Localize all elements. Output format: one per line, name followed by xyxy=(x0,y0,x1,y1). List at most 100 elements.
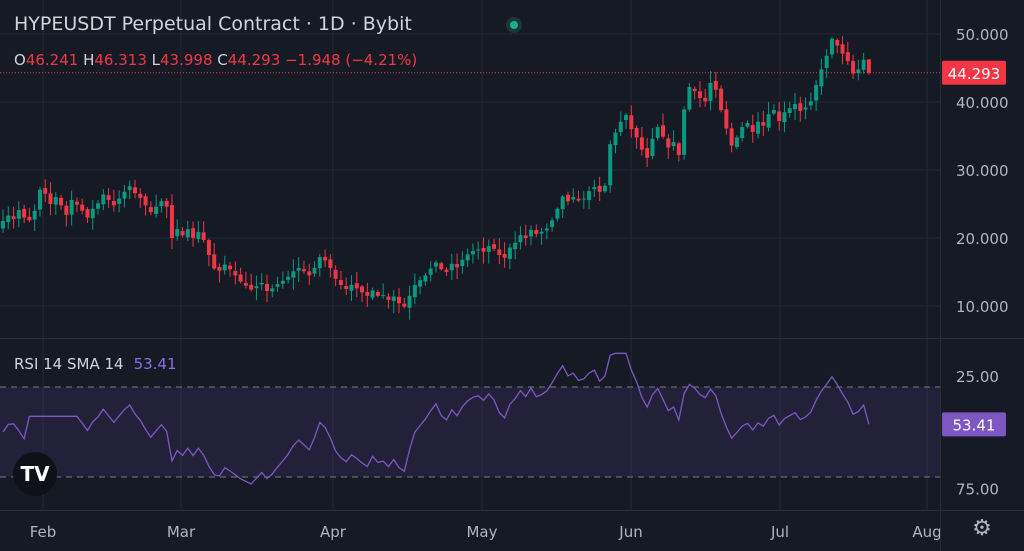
candle-body xyxy=(101,194,106,205)
tradingview-logo-icon[interactable]: TV xyxy=(13,452,57,496)
candle-body xyxy=(529,229,533,237)
candle-body xyxy=(228,265,233,270)
candle-body xyxy=(624,114,629,121)
candle-body xyxy=(270,288,275,292)
rsi-panel: 53.41 xyxy=(0,352,1006,485)
candle-body xyxy=(555,208,560,219)
candle-body xyxy=(32,210,37,220)
candle-body xyxy=(771,110,776,114)
close-value: 44.293 xyxy=(227,51,281,69)
price-badge-label: 44.293 xyxy=(948,65,1001,83)
candle-body xyxy=(824,55,829,69)
candle-body xyxy=(523,235,528,238)
candle-body xyxy=(397,296,401,304)
candle-body xyxy=(365,291,370,296)
candle-body xyxy=(217,266,222,271)
candle-body xyxy=(370,290,375,298)
candle-body xyxy=(381,295,386,297)
time-tick-label: Apr xyxy=(320,523,347,541)
chart-grid xyxy=(0,0,940,510)
candle-body xyxy=(122,191,127,199)
candle-body xyxy=(645,148,650,158)
candle-body xyxy=(344,285,349,289)
candle-body xyxy=(412,284,417,298)
price-badge xyxy=(942,60,1006,85)
candle-body xyxy=(734,137,739,148)
candle-body xyxy=(43,187,48,194)
rsi-badge-label: 53.41 xyxy=(953,416,996,434)
candle-body xyxy=(133,187,137,194)
candle-body xyxy=(587,191,592,201)
candle-body xyxy=(761,122,766,126)
candle-body xyxy=(6,215,11,223)
gear-icon[interactable]: ⚙ xyxy=(972,516,992,541)
candle-body xyxy=(85,209,90,218)
candle-body xyxy=(502,254,507,258)
candle-body xyxy=(808,101,813,106)
candle-body xyxy=(629,115,634,130)
open-label: O xyxy=(14,51,26,69)
candle-body xyxy=(550,220,555,227)
candle-body xyxy=(243,283,248,286)
candle-body xyxy=(48,193,53,204)
candle-body xyxy=(766,114,771,128)
candle-body xyxy=(307,271,312,276)
candle-body xyxy=(328,259,333,268)
candle-body xyxy=(212,254,217,269)
candle-body xyxy=(206,240,211,255)
rsi-line xyxy=(2,352,870,485)
high-value: 46.313 xyxy=(94,51,147,69)
rsi-value: 53.41 xyxy=(133,355,177,373)
candle-body xyxy=(301,269,306,272)
candle-body xyxy=(713,81,718,90)
candle-body xyxy=(349,284,354,291)
candle-body xyxy=(249,284,254,290)
candle-body xyxy=(513,242,518,250)
candle-body xyxy=(439,263,444,270)
candle-body xyxy=(497,249,502,255)
candle-body xyxy=(687,87,692,110)
price-tick-label: 30.000 xyxy=(956,162,1009,180)
candle-body xyxy=(719,88,724,111)
change-value: −1.948 (−4.21%) xyxy=(285,51,418,69)
candle-body xyxy=(829,38,834,55)
candle-body xyxy=(851,60,856,74)
candle-body xyxy=(169,205,174,238)
candle-body xyxy=(565,194,570,202)
candle-body xyxy=(703,97,708,102)
candle-body xyxy=(613,132,618,146)
candle-body xyxy=(37,189,42,210)
ohlc-legend: O46.241 H46.313 L43.998 C44.293 −1.948 (… xyxy=(14,51,417,69)
candle-body xyxy=(423,275,428,282)
candle-body xyxy=(265,283,269,292)
candle-body xyxy=(465,254,470,261)
candle-body xyxy=(492,244,497,249)
candle-series xyxy=(1,36,871,320)
candle-body xyxy=(254,286,259,289)
candle-body xyxy=(777,111,782,122)
candle-body xyxy=(581,198,586,200)
rsi-legend: RSI 14 SMA 14 53.41 xyxy=(14,355,177,373)
candle-body xyxy=(428,268,433,275)
candle-body xyxy=(634,127,639,138)
candle-body xyxy=(238,274,243,282)
candle-body xyxy=(756,121,761,134)
candle-body xyxy=(418,280,423,287)
high-label: H xyxy=(83,51,95,69)
price-tick-label: 10.000 xyxy=(956,298,1009,316)
candle-body xyxy=(539,231,544,234)
candle-body xyxy=(560,196,565,210)
candle-body xyxy=(639,137,644,150)
rsi-band-fill xyxy=(0,387,940,477)
candle-body xyxy=(724,109,729,129)
candle-body xyxy=(856,69,861,74)
candle-body xyxy=(729,128,734,146)
close-label: C xyxy=(217,51,228,69)
candle-body xyxy=(655,127,660,138)
price-tick-label: 20.000 xyxy=(956,230,1009,248)
candle-body xyxy=(148,207,153,213)
candle-body xyxy=(814,85,819,101)
time-tick-label: May xyxy=(466,523,497,541)
candle-body xyxy=(608,144,613,186)
